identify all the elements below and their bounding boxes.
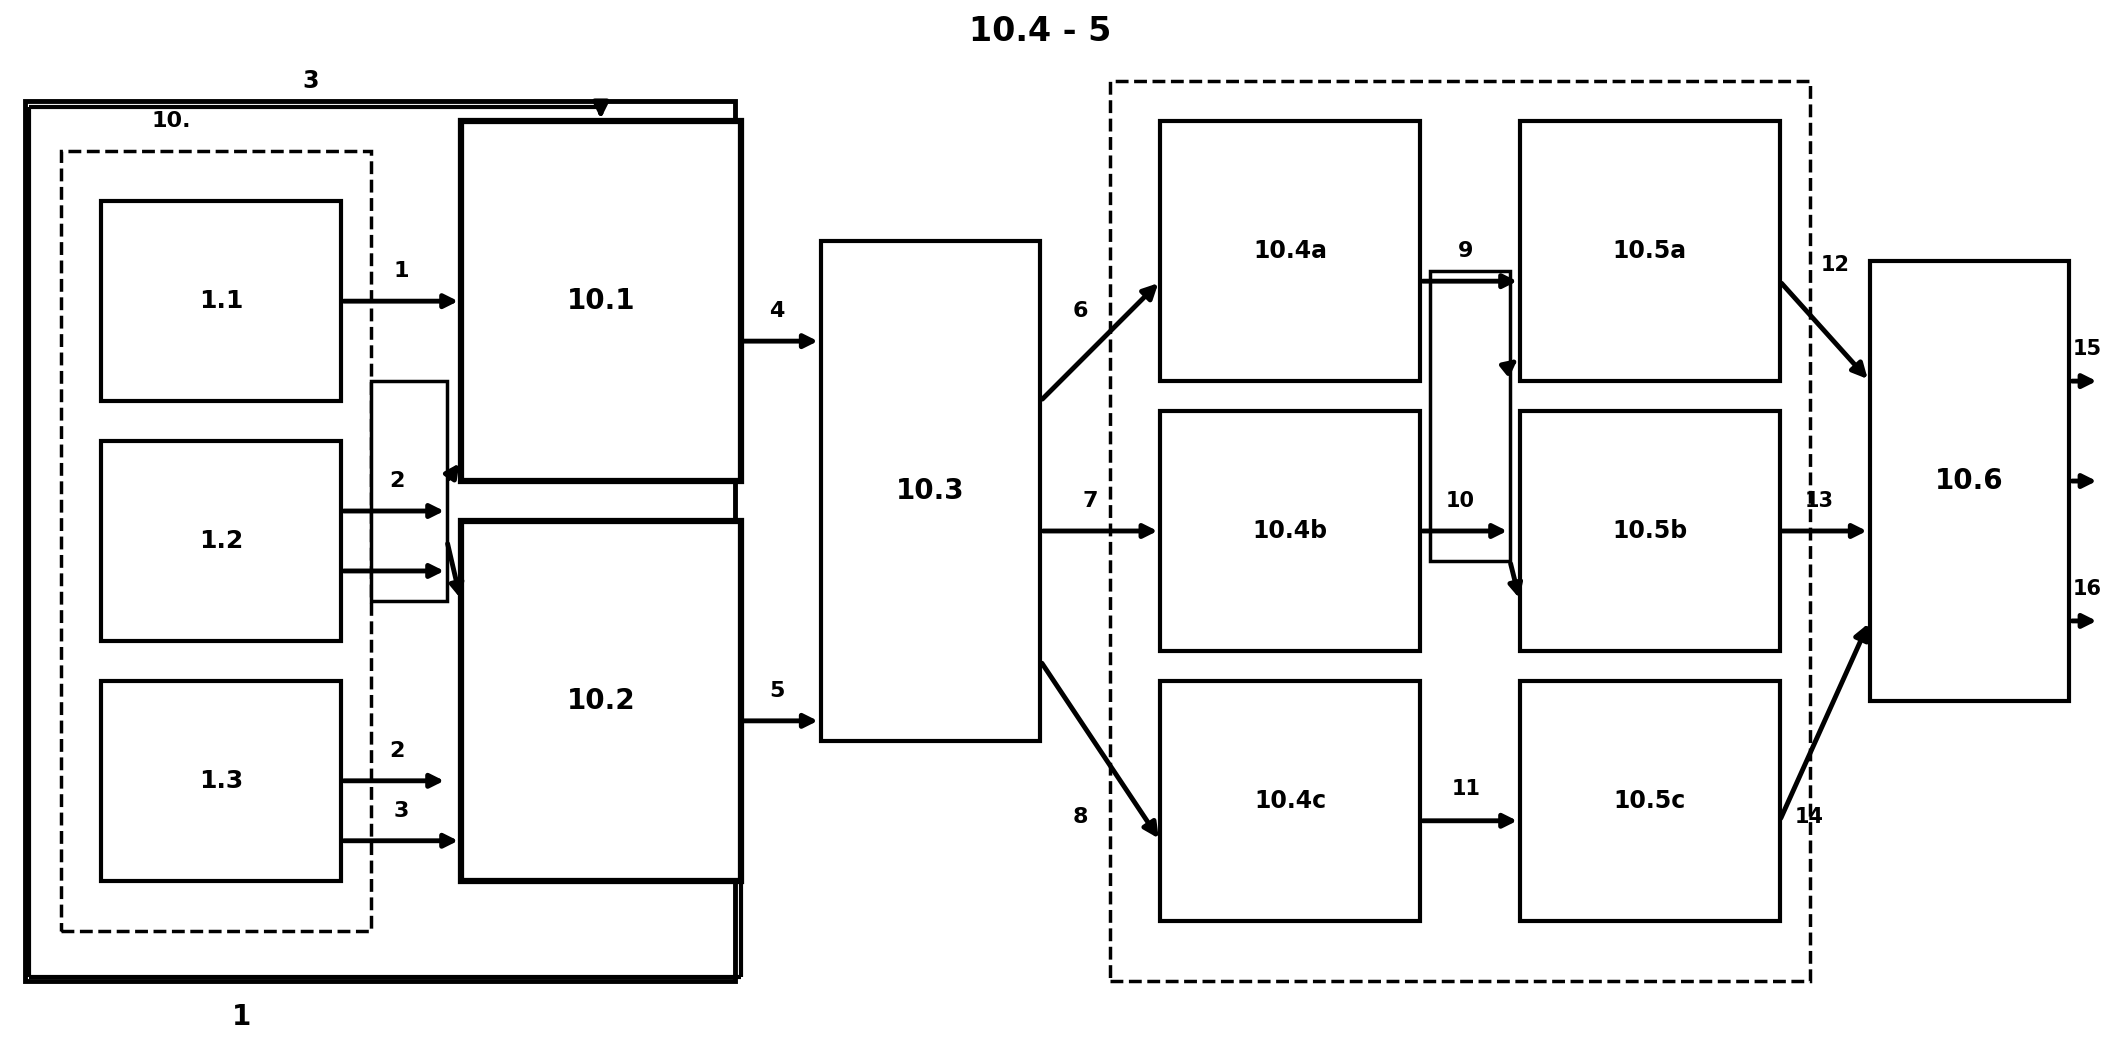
Text: 10.5a: 10.5a xyxy=(1613,240,1687,264)
FancyBboxPatch shape xyxy=(461,121,741,481)
Text: 8: 8 xyxy=(1072,807,1089,826)
FancyBboxPatch shape xyxy=(461,521,741,880)
Text: 1: 1 xyxy=(394,262,409,281)
FancyBboxPatch shape xyxy=(1160,121,1419,381)
FancyBboxPatch shape xyxy=(61,151,371,931)
FancyBboxPatch shape xyxy=(1160,412,1419,651)
FancyBboxPatch shape xyxy=(101,201,341,401)
FancyBboxPatch shape xyxy=(1110,81,1809,981)
FancyBboxPatch shape xyxy=(371,381,446,601)
FancyBboxPatch shape xyxy=(1521,680,1780,921)
Text: 4: 4 xyxy=(769,301,783,321)
Text: 10.5c: 10.5c xyxy=(1613,789,1687,813)
Text: 11: 11 xyxy=(1451,778,1481,799)
Text: 2: 2 xyxy=(390,471,404,491)
Text: 1: 1 xyxy=(232,1002,251,1031)
Text: 10.1: 10.1 xyxy=(567,288,636,315)
FancyBboxPatch shape xyxy=(1160,680,1419,921)
FancyBboxPatch shape xyxy=(25,101,735,981)
Text: 10.4b: 10.4b xyxy=(1253,519,1327,543)
Text: 3: 3 xyxy=(303,70,320,94)
Text: 10.3: 10.3 xyxy=(897,477,965,505)
Text: 10.4 - 5: 10.4 - 5 xyxy=(969,15,1112,48)
FancyBboxPatch shape xyxy=(1430,271,1510,561)
Text: 16: 16 xyxy=(2072,579,2102,599)
Text: 10.5b: 10.5b xyxy=(1613,519,1687,543)
Text: 10: 10 xyxy=(1445,491,1474,511)
Text: 9: 9 xyxy=(1457,241,1474,262)
Text: 10.6: 10.6 xyxy=(1935,467,2003,495)
FancyBboxPatch shape xyxy=(1521,121,1780,381)
Text: 12: 12 xyxy=(1822,255,1851,275)
Text: 10.4a: 10.4a xyxy=(1253,240,1327,264)
Text: 10.4c: 10.4c xyxy=(1253,789,1327,813)
Text: 3: 3 xyxy=(394,801,409,821)
Text: 14: 14 xyxy=(1794,807,1824,826)
Text: 1.1: 1.1 xyxy=(198,290,244,314)
FancyBboxPatch shape xyxy=(101,680,341,880)
Text: 1.2: 1.2 xyxy=(200,529,244,553)
FancyBboxPatch shape xyxy=(1521,412,1780,651)
Text: 13: 13 xyxy=(1805,491,1834,511)
Text: 5: 5 xyxy=(769,680,783,701)
Text: 1.3: 1.3 xyxy=(200,769,244,793)
FancyBboxPatch shape xyxy=(1870,262,2070,701)
Text: 7: 7 xyxy=(1082,491,1097,511)
Text: 15: 15 xyxy=(2072,339,2102,359)
FancyBboxPatch shape xyxy=(101,441,341,641)
Text: 10.2: 10.2 xyxy=(567,687,636,715)
Text: 6: 6 xyxy=(1072,301,1089,321)
Text: 2: 2 xyxy=(390,741,404,761)
Text: 10.: 10. xyxy=(152,111,192,131)
FancyBboxPatch shape xyxy=(821,241,1040,741)
